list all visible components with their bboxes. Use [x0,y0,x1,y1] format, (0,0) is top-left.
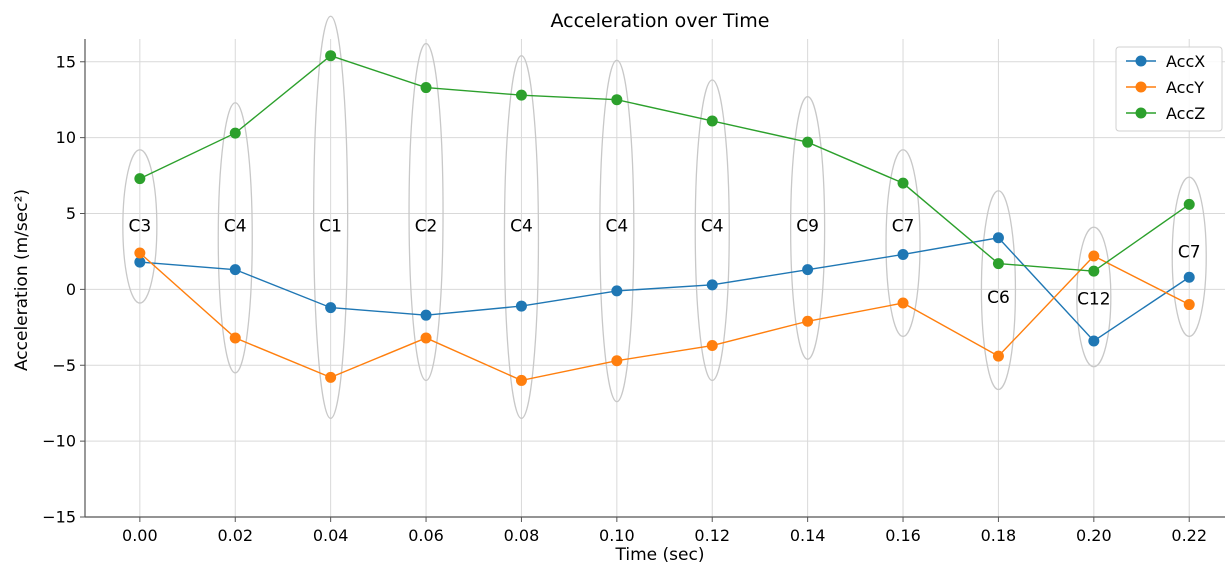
data-point-accz [992,258,1004,270]
data-series [134,50,1195,386]
x-tick-label: 0.22 [1171,526,1207,545]
data-point-accx [706,279,718,291]
series-line-accy [139,252,1190,382]
cluster-label: C7 [892,217,915,237]
data-point-accy [1183,299,1195,311]
cluster-label: C9 [796,217,819,237]
data-point-accx [1088,335,1100,347]
data-point-accx [134,256,146,268]
x-tick-label: 0.08 [504,526,540,545]
x-tick-label: 0.14 [790,526,826,545]
cluster-label: C4 [510,217,533,237]
cluster-ellipse [408,42,444,382]
y-tick-label: 0 [66,280,76,299]
data-point-accz [706,115,718,127]
legend: AccX AccY AccZ [1115,46,1223,132]
data-point-accx [611,285,623,297]
legend-marker-accz [1135,107,1147,119]
cluster-label: C6 [987,288,1010,308]
x-tick-label: 0.04 [313,526,349,545]
x-axis-title: Time (sec) [615,545,705,565]
x-tick-label: 0.12 [694,526,730,545]
legend-marker-accx [1135,55,1147,67]
y-tick-label: −5 [52,356,76,375]
data-point-accx [515,300,527,312]
y-tick-label: 15 [56,52,76,71]
cluster-ellipse [980,190,1017,391]
data-point-accy [325,371,337,383]
x-tick-label: 0.10 [599,526,635,545]
data-point-accy [802,315,814,327]
cluster-ellipse [599,59,635,403]
data-point-accy [897,297,909,309]
data-point-accz [229,127,241,139]
data-point-accz [325,50,337,62]
cluster-ellipse [885,149,921,338]
cluster-label: C4 [224,217,247,237]
cluster-ellipse [1076,226,1112,368]
x-tick-label: 0.06 [408,526,444,545]
axes: −15 −10 −5 0 5 10 15 0.00 0.02 0.04 0.06 0.08 0.10 0.… [42,39,1225,545]
data-point-accz [515,89,527,101]
series-line-accx [139,237,1190,342]
data-point-accz [1088,265,1100,277]
data-point-accz [1183,198,1195,210]
data-point-accy [1088,250,1100,262]
y-tick-label: −15 [42,508,76,527]
data-point-accy [515,374,527,386]
data-point-accy [420,332,432,344]
cluster-annotations: C3 C4 C1 C2 C4 C4 C4 C9 C7 C6 C12 C7 [122,15,1207,420]
cluster-ellipse [694,79,730,382]
cluster-label: C4 [701,217,724,237]
legend-label-accz: AccZ [1166,104,1205,123]
cluster-label: C1 [319,217,342,237]
cluster-ellipse [789,96,826,360]
data-point-accy [134,247,146,259]
cluster-label: C7 [1178,242,1201,262]
data-point-accz [134,173,146,185]
cluster-ellipse [1171,176,1207,338]
x-tick-label: 0.02 [217,526,253,545]
legend-label-accy: AccY [1166,78,1204,97]
x-tick-label: 0.16 [885,526,921,545]
data-point-accx [325,302,337,314]
cluster-ellipse [312,15,349,420]
data-point-accz [802,136,814,148]
data-point-accx [420,309,432,321]
y-tick-label: −10 [42,432,76,451]
cluster-label: C12 [1077,289,1111,309]
data-point-accx [1183,271,1195,283]
data-point-accx [802,264,814,276]
cluster-label: C4 [605,217,628,237]
data-point-accx [229,264,241,276]
data-point-accz [420,82,432,94]
cluster-ellipse [503,55,540,420]
legend-label-accx: AccX [1166,52,1205,71]
data-point-accz [611,94,623,106]
cluster-label: C3 [129,217,152,237]
x-tick-label: 0.18 [981,526,1017,545]
cluster-ellipse [122,149,158,304]
y-axis-title: Acceleration (m/sec²) [12,189,32,371]
data-point-accx [897,248,909,260]
data-point-accy [611,355,623,367]
data-point-accy [992,350,1004,362]
x-tick-label: 0.00 [122,526,158,545]
data-point-accx [992,232,1004,244]
data-point-accz [897,177,909,189]
chart-title: Acceleration over Time [550,10,769,32]
data-point-accy [706,340,718,352]
data-point-accy [229,332,241,344]
y-tick-label: 10 [56,128,76,147]
y-tick-label: 5 [66,204,76,223]
cluster-label: C2 [415,217,438,237]
legend-marker-accy [1135,81,1147,93]
cluster-ellipse [217,102,253,374]
series-line-accz [139,54,1190,272]
x-tick-label: 0.20 [1076,526,1112,545]
